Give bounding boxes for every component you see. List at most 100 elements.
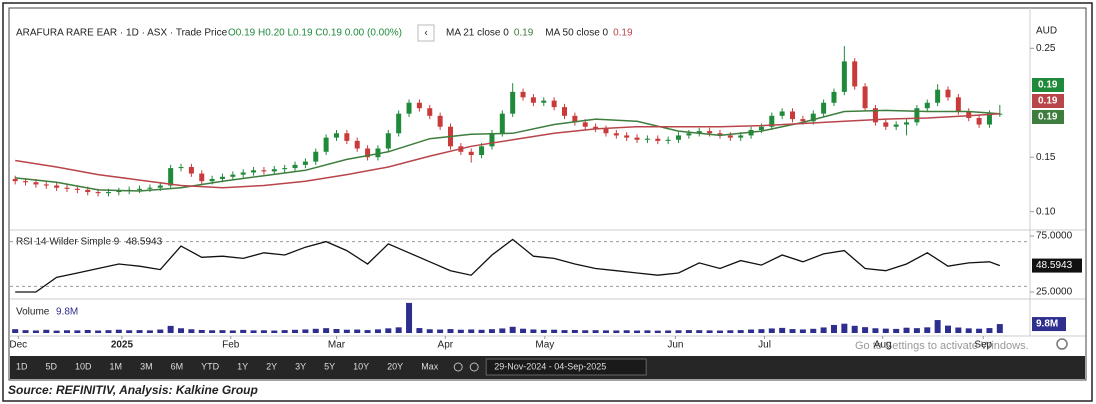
candle-body [779,111,785,116]
volume-last: 9.8M [56,307,78,318]
volume-bar [934,320,941,333]
volume-bar [426,329,433,333]
candle-body [323,137,329,152]
volume-bar [696,330,703,333]
range-button[interactable]: 5Y [324,361,335,371]
volume-bar [996,324,1003,333]
range-button[interactable]: 1Y [237,361,248,371]
watermark: Go to Settings to activate Windows. [855,340,1029,352]
volume-bar [799,329,806,333]
volume-bar [727,330,734,333]
volume-bar [561,330,568,333]
date-range-box[interactable] [485,358,647,376]
volume-bar [260,330,267,333]
candle-body [416,102,422,109]
volume-bar [343,329,350,333]
volume-bar [416,328,423,333]
x-tick-label: Apr [438,340,454,351]
volume-bar [924,327,931,333]
range-button[interactable]: 10D [75,361,92,371]
last-value-box [1032,78,1064,92]
range-button[interactable]: 10Y [353,361,369,371]
range-button[interactable]: 1M [110,361,123,371]
volume-bar [903,327,910,333]
volume-bar [602,330,609,333]
candle-body [914,108,920,123]
date-range: 29-Nov-2024 - 04-Sep-2025 [494,361,606,371]
volume-bar [354,329,361,333]
last-value-label: 0.19 [1038,96,1058,107]
volume-bar [488,329,495,333]
candle-body [479,146,485,156]
volume-bar [250,330,257,333]
volume-value-box [1032,317,1066,332]
toolbar-icon[interactable] [453,362,463,372]
volume-value-label: 9.8M [1036,319,1058,330]
volume-bar [447,329,454,333]
candle-body [188,167,194,174]
range-button[interactable]: 6M [171,361,184,371]
volume-bar [716,330,723,333]
candle-body [333,133,339,138]
range-button[interactable]: 2Y [266,361,277,371]
candle-body [862,86,868,109]
candle-body [935,89,941,103]
volume-bar [178,328,185,333]
volume-bar [74,330,81,333]
volume-bar [623,330,630,333]
range-button[interactable]: 5D [46,361,58,371]
volume-bar [374,329,381,333]
rsi-header-value: 48.5943 [126,237,163,248]
candle-body [520,91,526,98]
settings-icon[interactable] [1056,338,1068,350]
candle-body [769,115,775,127]
candle-body [437,115,443,127]
range-button[interactable]: 1D [16,361,28,371]
candle-body [385,133,391,149]
range-button[interactable]: YTD [201,361,220,371]
x-tick-label: Dec [9,340,27,351]
volume-bar [530,329,537,333]
range-button[interactable]: 20Y [387,361,403,371]
candle-body [168,168,174,186]
candle-body [85,189,91,193]
volume-bar [385,328,392,333]
legend-value: 0.19 [613,28,633,39]
volume-bar [582,330,589,333]
y-tick-label: 0.25 [1036,43,1056,54]
candle-body [572,115,578,123]
candle-body [43,184,49,186]
candle-body [634,137,640,140]
toolbar-icon[interactable] [469,362,479,372]
collapse-icon: ‹ [424,28,427,39]
volume-bar [157,329,164,333]
candle-body [375,148,381,158]
candle-body [116,190,122,193]
candle-body [686,133,692,136]
collapse-button[interactable] [417,24,435,42]
volume-bar [675,330,682,333]
volume-bar [64,330,71,333]
candle-body [831,91,837,103]
volume-bar [271,330,278,333]
range-button[interactable]: 3Y [295,361,306,371]
candle-body [665,139,671,141]
range-button[interactable]: Max [421,361,439,371]
volume-bar [84,329,91,333]
volume-bar [779,327,786,333]
candle-body [354,140,360,149]
y-tick-label: 75.0000 [1036,231,1073,242]
candle-body [209,178,215,182]
candle-body [510,91,516,114]
range-button[interactable]: 3M [140,361,153,371]
volume-bar [944,325,951,333]
candle-body [976,118,982,125]
volume-bar [520,328,527,333]
volume-bar [810,328,817,333]
axis-unit: AUD [1036,26,1057,37]
rsi-line [15,238,1001,293]
volume-bar [706,330,713,333]
candle-body [966,111,972,119]
candle-body [893,124,899,127]
candle-body [872,108,878,123]
